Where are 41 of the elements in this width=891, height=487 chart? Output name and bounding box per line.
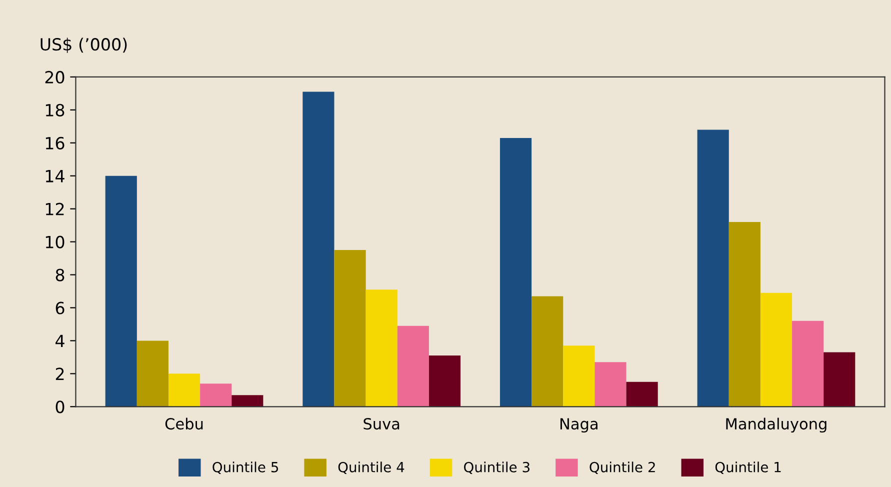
y-tick-label: 8 [56,268,64,282]
bar [302,92,334,407]
bar [563,346,595,407]
bar [366,290,398,407]
bar [760,292,792,407]
y-tick-label: 20 [45,70,64,84]
bar [697,130,729,407]
bar [824,352,856,407]
y-tick-label: 4 [56,334,64,348]
x-tick-label: Mandaluyong [726,418,826,433]
bar [200,384,232,407]
bar [626,382,658,407]
bar [792,320,824,407]
y-tick-label: 16 [46,136,64,150]
y-tick-label: 6 [56,302,64,314]
y-tick-label: 2 [56,368,64,380]
bar [428,356,461,407]
bar [728,222,760,407]
y-tick-label: 18 [46,104,64,116]
bar [105,176,137,407]
x-tick-label: Cebu [165,418,203,430]
legend-label: Quintile 1 [715,462,781,474]
y-axis-title: US$ (’000) [40,38,127,53]
bar [532,296,564,407]
legend-label: Quintile 3 [464,462,530,474]
y-tick-label: 10 [46,236,64,248]
y-tick-label: 0 [56,400,64,414]
x-tick-label: Suva [364,418,400,430]
bar [594,362,626,407]
bar [397,326,429,407]
legend-label: Quintile 2 [590,462,655,474]
legend-label: Quintile 4 [338,462,404,474]
bar [334,250,366,407]
bar [168,374,200,407]
y-tick-label: 12 [46,202,64,216]
bar [136,340,168,407]
x-tick-label: Naga [560,418,598,433]
bar [232,395,264,407]
legend-label: Quintile 5 [212,462,278,474]
bar [500,138,532,407]
y-tick-label: 14 [46,170,64,182]
